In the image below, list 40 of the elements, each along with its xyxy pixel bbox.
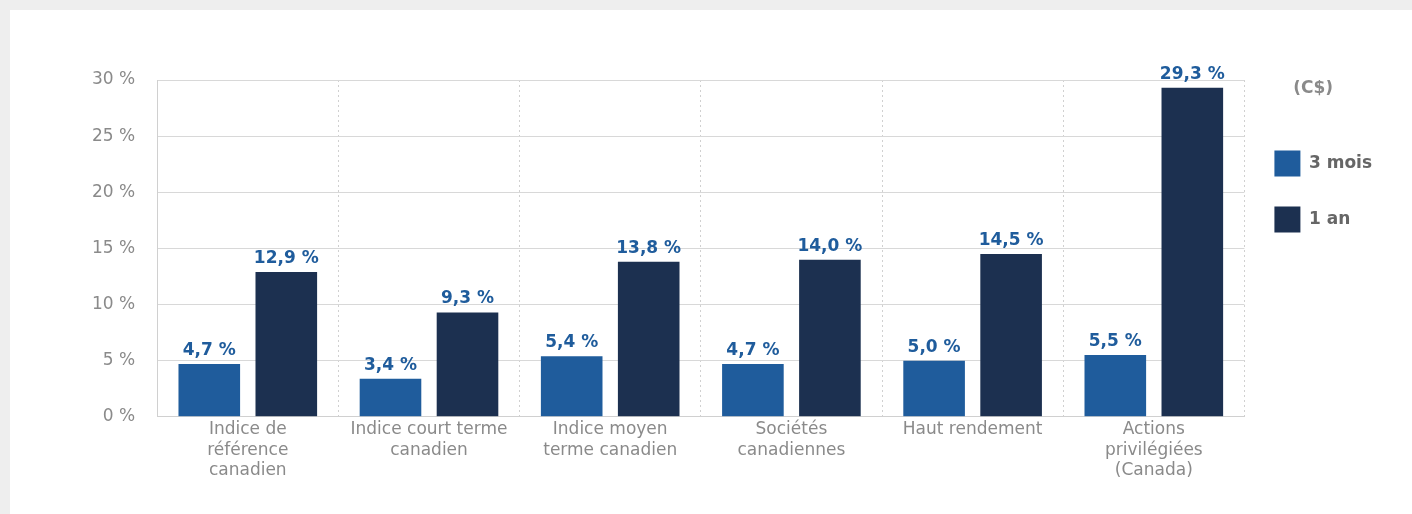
legend-title: (C$) xyxy=(1293,76,1334,97)
data-label: 12,9 % xyxy=(253,246,319,267)
data-label: 4,7 % xyxy=(182,338,236,359)
y-tick-label: 0 % xyxy=(102,405,136,426)
data-label: 3,4 % xyxy=(363,353,418,374)
bar xyxy=(1084,355,1147,417)
bar xyxy=(799,259,861,417)
data-label: 14,0 % xyxy=(797,234,863,255)
legend-label: 3 mois xyxy=(1308,151,1373,172)
bar xyxy=(178,364,241,417)
legend-label: 1 an xyxy=(1308,207,1351,228)
bar xyxy=(1161,87,1224,417)
y-tick-label: 5 % xyxy=(102,349,136,370)
bar xyxy=(255,271,318,417)
data-label: 29,3 % xyxy=(1159,62,1225,83)
bar xyxy=(436,312,499,417)
y-tick-label: 20 % xyxy=(91,180,136,201)
y-tick-label: 10 % xyxy=(91,292,136,313)
bar xyxy=(359,378,422,417)
data-label: 9,3 % xyxy=(440,287,495,308)
x-tick-label: Sociétés canadiennes xyxy=(737,418,846,459)
bar xyxy=(980,254,1042,417)
x-tick-label: Indice de référence canadien xyxy=(207,418,289,480)
bar xyxy=(617,261,680,417)
y-tick-label: 25 % xyxy=(91,124,136,145)
y-tick-label: 30 % xyxy=(91,68,136,89)
x-tick-label: Indice court terme canadien xyxy=(350,418,508,459)
x-tick-label: Indice moyen terme canadien xyxy=(543,418,678,459)
data-label: 5,4 % xyxy=(545,331,599,352)
bar xyxy=(722,364,784,417)
data-label: 14,5 % xyxy=(978,228,1044,249)
data-label: 5,5 % xyxy=(1088,329,1142,350)
x-tick-label: Actions privilégiées (Canada) xyxy=(1104,418,1203,480)
data-label: 5,0 % xyxy=(907,335,961,356)
data-label: 4,7 % xyxy=(726,338,780,359)
bar xyxy=(540,356,603,417)
bar xyxy=(903,360,965,417)
y-tick-label: 15 % xyxy=(91,236,136,257)
x-tick-label: Haut rendement xyxy=(902,418,1043,439)
data-label: 13,8 % xyxy=(616,236,682,257)
